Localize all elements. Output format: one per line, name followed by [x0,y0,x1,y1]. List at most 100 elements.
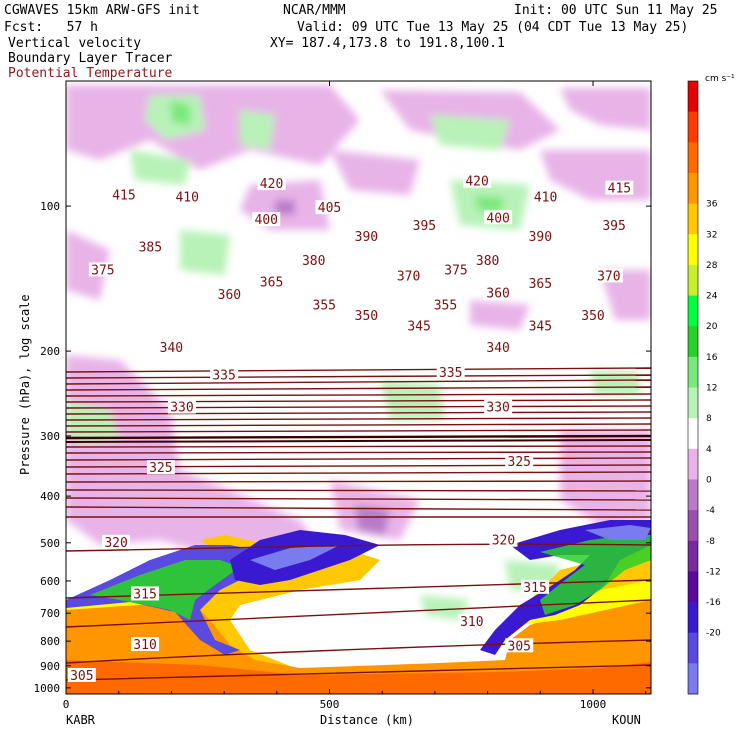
theta-label-bg [473,252,502,267]
colorbar-swatch [688,356,698,388]
tropopause-field [66,355,651,620]
colorbar-swatch [688,418,698,450]
field-vertical-velocity: Vertical velocity [8,36,142,51]
theta-label: 360 [218,288,241,303]
theta-label-bg [252,212,281,227]
field-boundary-layer-tracer: Boundary Layer Tracer [8,51,173,66]
y-tick-label: 700 [40,607,60,620]
updraft-mid-inner [250,545,340,570]
tracer-core [66,660,651,694]
positive-w-region [66,400,120,445]
plot-frame [65,80,652,695]
positive-w-region [380,380,445,420]
theta-labels: 305 310 310 305 315 315 320 320 325 325 330 330 335 3… [67,173,634,684]
y-tick-label: 900 [40,660,60,673]
theta-line [66,399,651,403]
theta-label-bg [463,173,492,188]
positive-w-region [420,595,470,620]
theta-line [66,429,651,433]
x-tick-label: 0 [63,698,70,711]
updraft-left-inner [90,560,240,620]
theta-label: 365 [260,275,283,290]
positive-w-region [170,100,190,125]
theta-label: 400 [255,213,278,228]
theta-label-bg [526,318,555,333]
y-tick-label: 800 [40,635,60,648]
theta-label: 385 [139,241,162,256]
theta-label: 410 [534,191,557,206]
positive-w-region [180,230,230,275]
theta-label: 335 [439,366,462,381]
model-title: CGWAVES 15km ARW-GFS init [4,3,200,18]
theta-label-bg [457,613,486,628]
colorbar-label: 0 [706,475,712,485]
positive-w-region [430,115,510,150]
theta-label: 335 [212,369,235,384]
negative-w-region [470,300,530,330]
y-tick-label: 100 [40,200,60,213]
theta-line [66,506,651,511]
theta-label: 330 [170,401,193,416]
theta-label-bg [579,307,608,322]
theta-line [66,367,651,373]
theta-label-bg [299,252,328,267]
updraft-fronts [66,520,651,655]
colorbar-label: -4 [706,506,715,516]
negative-w-region [560,430,651,525]
theta-label-bg [257,176,286,191]
theta-label: 305 [70,669,93,684]
theta-line [66,393,651,397]
colorbar-swatch [688,571,698,603]
y-tick-label: 200 [40,345,60,358]
colorbar-swatch [688,295,698,327]
theta-line [66,374,651,379]
colorbar-label: -12 [706,567,721,577]
theta-label-bg [442,262,470,277]
theta-label-bg [405,318,434,333]
theta-label-bg [436,364,465,379]
x-axis-label: Distance (km) [320,713,414,727]
colorbar-swatch [688,479,698,511]
theta-label-bg [102,534,131,549]
theta-label: 420 [260,177,283,192]
negative-w-region [275,200,295,215]
theta-label: 350 [581,309,604,324]
left-station: KABR [66,713,96,727]
theta-label: 390 [529,230,552,245]
x-axis: 0 500 1000 [63,81,647,711]
colorbar-label: 16 [706,353,718,363]
field-potential-temperature: Potential Temperature [8,66,173,81]
theta-line [66,543,651,552]
theta-line [66,405,651,409]
theta-label-bg [394,268,423,283]
theta-label: 415 [112,188,135,203]
colorbar-swatch [688,540,698,572]
theta-line [66,497,651,501]
theta-label: 380 [302,254,325,269]
forecast-hour: Fcst: 57 h [4,20,98,35]
y-tick-label: 1000 [34,682,61,695]
colorbar-label: 4 [706,445,712,455]
theta-line [66,417,651,421]
theta-label: 355 [313,299,336,314]
theta-label: 415 [608,182,631,197]
theta-label: 320 [104,536,127,551]
x-tick-label: 1000 [580,698,607,711]
colorbar-label: 8 [706,414,712,424]
theta-label: 365 [529,277,552,292]
theta-label: 375 [444,263,467,278]
theta-label: 410 [175,191,198,206]
theta-label-bg [131,586,160,601]
theta-label-bg [489,532,518,547]
theta-label: 390 [355,230,378,245]
theta-label: 320 [492,534,515,549]
theta-label: 395 [413,219,436,234]
theta-label: 330 [486,401,509,416]
valid-time: Valid: 09 UTC Tue 13 May 25 (04 CDT Tue … [297,20,689,35]
theta-line [66,457,651,461]
theta-line [66,411,651,415]
y-tick-label: 500 [40,537,60,550]
theta-label-bg [526,275,555,290]
colorbar-frame [687,80,699,695]
negative-w-region [66,355,330,575]
